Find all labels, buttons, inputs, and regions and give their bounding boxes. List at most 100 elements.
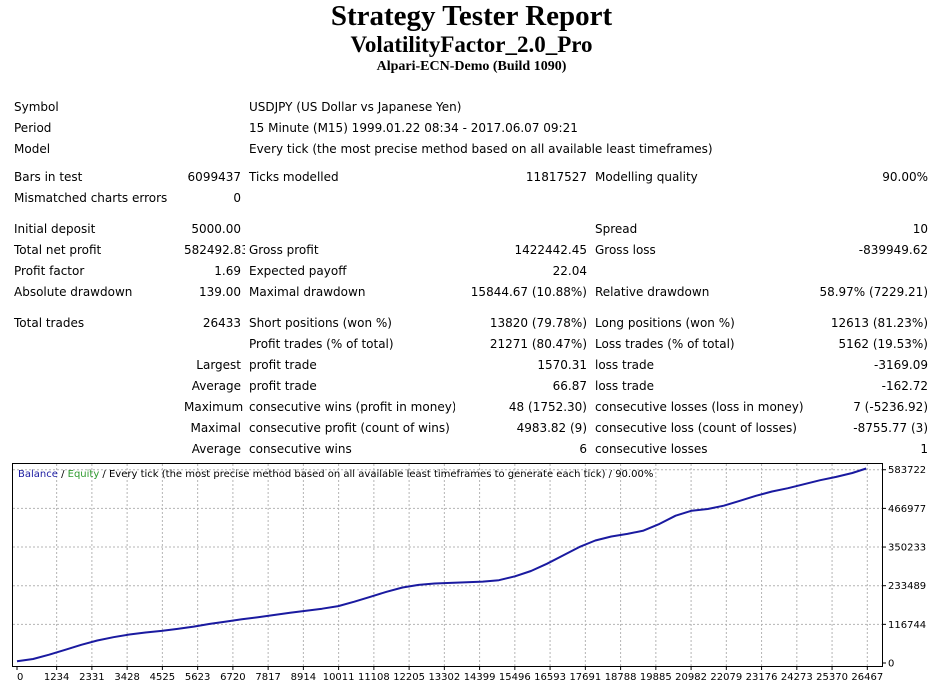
long-label: Long positions (won %) bbox=[595, 316, 735, 330]
absdd-label: Absolute drawdown bbox=[14, 285, 133, 299]
maximum-label: Maximum bbox=[184, 400, 244, 414]
x-tick-label: 6720 bbox=[220, 672, 245, 683]
deposit-value: 5000.00 bbox=[191, 222, 241, 236]
period-row: Period 15 Minute (M15) 1999.01.22 08:34 … bbox=[10, 118, 932, 139]
ticks-label: Ticks modelled bbox=[249, 170, 339, 184]
x-tick-label: 14399 bbox=[464, 672, 496, 683]
stats-table: Bars in test 6099437 Ticks modelled 1181… bbox=[10, 167, 932, 460]
legend-equity: Equity bbox=[68, 469, 100, 480]
ptrades-label: Profit trades (% of total) bbox=[249, 337, 394, 351]
model-label: Model bbox=[14, 142, 51, 156]
x-tick-label: 23176 bbox=[746, 672, 778, 683]
stats-row-maximal: Maximal consecutive profit (count of win… bbox=[10, 418, 932, 439]
x-tick-label: 3428 bbox=[114, 672, 139, 683]
x-tick-label: 16593 bbox=[534, 672, 566, 683]
ltrades-value: 5162 (19.53%) bbox=[838, 337, 928, 351]
stats-row-trades: Total trades 26433 Short positions (won … bbox=[10, 313, 932, 334]
x-tick-label: 18788 bbox=[605, 672, 637, 683]
x-tick-label: 10011 bbox=[323, 672, 355, 683]
symbol-value: USDJPY (US Dollar vs Japanese Yen) bbox=[249, 100, 462, 114]
x-tick-label: 26467 bbox=[851, 672, 883, 683]
grid bbox=[13, 464, 882, 666]
largest-profit-label: profit trade bbox=[249, 358, 317, 372]
y-tick-label: 233489 bbox=[888, 581, 926, 592]
x-tick-label: 1234 bbox=[44, 672, 69, 683]
x-axis: 0 1234 2331 3428 4525 5623 6720 7817 8914 10011 11… bbox=[16, 666, 883, 683]
payoff-label: Expected payoff bbox=[249, 264, 347, 278]
symbol-row: Symbol USDJPY (US Dollar vs Japanese Yen… bbox=[10, 97, 932, 118]
legend-separator: / bbox=[58, 469, 68, 480]
max-losses-label: consecutive losses (loss in money) bbox=[595, 400, 804, 414]
y-tick-label: 583722 bbox=[888, 465, 926, 476]
x-tick-label: 20982 bbox=[675, 672, 707, 683]
maximal-loss-value: -8755.77 (3) bbox=[853, 421, 928, 435]
model-value: Every tick (the most precise method base… bbox=[249, 142, 713, 156]
deposit-label: Initial deposit bbox=[14, 222, 96, 236]
stats-row-avg-consec: Average consecutive wins 6 consecutive l… bbox=[10, 439, 932, 460]
quality-value: 90.00% bbox=[882, 170, 928, 184]
netprofit-value: 582492.83 bbox=[184, 243, 245, 257]
x-tick-label: 22079 bbox=[710, 672, 742, 683]
y-tick-label: 466977 bbox=[888, 504, 926, 515]
x-tick-label: 2331 bbox=[79, 672, 104, 683]
ptrades-value: 21271 (80.47%) bbox=[489, 337, 587, 351]
mismatch-value: 0 bbox=[233, 191, 241, 205]
pf-value: 1.69 bbox=[214, 264, 241, 278]
chart-legend: Balance / Equity / Every tick (the most … bbox=[18, 469, 653, 480]
grossprofit-label: Gross profit bbox=[249, 243, 319, 257]
x-tick-label: 17691 bbox=[569, 672, 601, 683]
pf-label: Profit factor bbox=[14, 264, 85, 278]
period-value: 15 Minute (M15) 1999.01.22 08:34 - 2017.… bbox=[249, 121, 578, 135]
x-tick-label: 4525 bbox=[150, 672, 175, 683]
max-wins-label: consecutive wins (profit in money) bbox=[249, 400, 455, 414]
bars-label: Bars in test bbox=[14, 170, 83, 184]
maximal-profit-value: 4983.82 (9) bbox=[516, 421, 587, 435]
symbol-label: Symbol bbox=[14, 100, 59, 114]
bars-value: 6099437 bbox=[187, 170, 241, 184]
grossprofit-value: 1422442.45 bbox=[514, 243, 587, 257]
plot-frame bbox=[12, 463, 883, 667]
stats-row-largest: Largest profit trade 1570.31 loss trade … bbox=[10, 355, 932, 376]
ticks-value: 11817527 bbox=[525, 170, 587, 184]
grossloss-label: Gross loss bbox=[595, 243, 656, 257]
legend-balance: Balance bbox=[18, 469, 58, 480]
y-tick-label: 0 bbox=[888, 659, 894, 670]
quality-label: Modelling quality bbox=[595, 170, 698, 184]
average-profit-value: 66.87 bbox=[552, 379, 587, 393]
avg-wins-value: 6 bbox=[579, 442, 587, 456]
model-row: Model Every tick (the most precise metho… bbox=[10, 139, 932, 160]
maxdd-label: Maximal drawdown bbox=[249, 285, 366, 299]
average-loss-label: loss trade bbox=[595, 379, 654, 393]
avg-losses-value: 1 bbox=[920, 442, 928, 456]
x-tick-label: 12205 bbox=[393, 672, 425, 683]
largest-loss-value: -3169.09 bbox=[874, 358, 928, 372]
x-tick-label: 7817 bbox=[255, 672, 280, 683]
avg-losses-label: consecutive losses bbox=[595, 442, 708, 456]
x-tick-label: 15496 bbox=[499, 672, 531, 683]
max-wins-value: 48 (1752.30) bbox=[508, 400, 587, 414]
spread-value: 10 bbox=[912, 222, 928, 236]
x-tick-label: 0 bbox=[17, 672, 23, 683]
y-axis: 583722 466977 350233 233489 116744 0 bbox=[882, 465, 926, 670]
spread-label: Spread bbox=[595, 222, 638, 236]
average-loss-value: -162.72 bbox=[881, 379, 928, 393]
netprofit-label: Total net profit bbox=[14, 243, 102, 257]
stats-row-deposit: Initial deposit 5000.00 Spread 10 bbox=[10, 219, 932, 240]
avg-consec-label: Average bbox=[191, 442, 241, 456]
x-tick-label: 13302 bbox=[428, 672, 460, 683]
long-value: 12613 (81.23%) bbox=[830, 316, 928, 330]
x-tick-label: 19885 bbox=[640, 672, 672, 683]
mismatch-label: Mismatched charts errors bbox=[14, 191, 168, 205]
x-tick-label: 8914 bbox=[291, 672, 316, 683]
info-table: Symbol USDJPY (US Dollar vs Japanese Yen… bbox=[10, 97, 932, 160]
stats-row-profit: Total net profit 582492.83 Gross profit … bbox=[10, 240, 932, 261]
average-label: Average bbox=[191, 379, 241, 393]
balance-series-line bbox=[16, 467, 867, 663]
reldd-label: Relative drawdown bbox=[595, 285, 710, 299]
stats-row-factor: Profit factor 1.69 Expected payoff 22.04 bbox=[10, 261, 932, 282]
reldd-value: 58.97% (7229.21) bbox=[819, 285, 928, 299]
stats-row-average: Average profit trade 66.87 loss trade -1… bbox=[10, 376, 932, 397]
balance-chart: Balance / Equity / Every tick (the most … bbox=[12, 463, 926, 683]
largest-label: Largest bbox=[196, 358, 241, 372]
period-label: Period bbox=[14, 121, 52, 135]
